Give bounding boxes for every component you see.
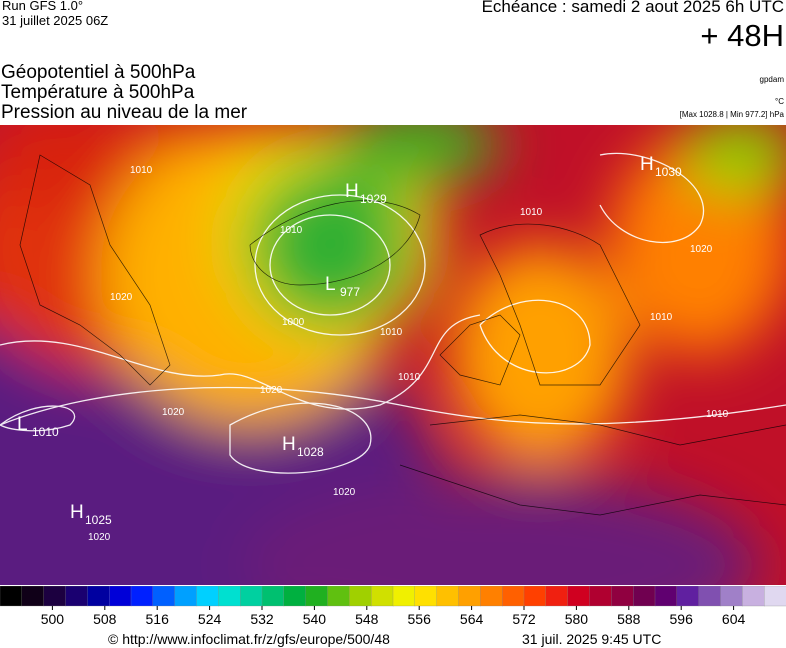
isobar-label: 1020 [260,385,283,396]
isobar-label: 1020 [110,292,133,303]
colorbar-cell [43,586,67,607]
colorbar-cell [283,586,307,607]
colorbar-cell [371,586,394,607]
colorbar-cell [676,586,700,607]
run-date: 31 juillet 2025 06Z [2,13,109,28]
colorbar-cell [567,586,591,607]
colorbar-label: 596 [670,611,694,626]
center-value: 1028 [297,445,324,459]
isobar-label: 1010 [130,165,153,176]
colorbar-cell [174,586,198,607]
isobar-label: 1020 [88,532,111,543]
colorbar-cell [327,586,350,607]
isobar-label: 1000 [282,317,305,328]
colorbar-cell [654,586,678,607]
isobar-label: 1020 [333,487,356,498]
center-value: 977 [340,285,360,299]
colorbar-cell [305,586,329,607]
colorbar-label: 540 [303,611,327,626]
colorbar-cell [764,586,786,607]
colorbar-cell [218,586,241,607]
colorbar-cell [633,586,656,607]
run-label: Run GFS 1.0° [2,0,84,13]
colorbar-cell [545,586,569,607]
colorbar-cell [436,586,460,607]
isobar-label: 1010 [520,207,543,218]
colorbar-cell [458,586,481,607]
colorbar-cell [65,586,88,607]
colorbar-cell [0,586,23,607]
colorbar-label: 500 [41,611,65,626]
isobar-label: 1010 [706,409,729,420]
colorbar-cell [523,586,547,607]
center-letter: H [282,434,296,455]
colorbar-label: 524 [198,611,222,626]
field-title: Géopotentiel à 500hPa [1,62,196,83]
isobar-label: 1010 [280,225,303,236]
source-link[interactable]: © http://www.infoclimat.fr/z/gfs/europe/… [108,631,390,647]
lead-time: + 48H [700,18,784,53]
unit-label: °C [775,97,784,106]
colorbar-cell [480,586,503,607]
colorbar-label: 508 [93,611,117,626]
colorbar-cell [261,586,285,607]
colorbar-label: 548 [355,611,379,626]
colorbar-cell [502,586,525,607]
center-value: 1030 [655,165,682,179]
center-letter: H [640,154,654,175]
center-value: 1010 [32,425,59,439]
colorbar-cell [130,586,154,607]
field-title: Pression au niveau de la mer [1,102,248,123]
colorbar-cell [109,586,132,607]
isobar-label: 1010 [380,327,403,338]
colorbar-cell [392,586,416,607]
colorbar: 500 508 516 524 532 540 548 556 564 572 580 588 596 6… [0,586,786,626]
isobar-label: 1020 [162,407,185,418]
center-value: 1029 [360,192,387,206]
center-letter: L [325,274,336,295]
colorbar-label: 516 [146,611,170,626]
center-letter: H [70,502,84,523]
colorbar-cell [720,586,743,607]
colorbar-label: 532 [250,611,274,626]
center-letter: L [17,414,28,435]
colorbar-label: 556 [408,611,432,626]
field-title: Température à 500hPa [1,82,195,103]
isobar-label: 1010 [398,372,421,383]
colorbar-cell [414,586,438,607]
colorbar-cell [196,586,219,607]
center-value: 1025 [85,513,112,527]
colorbar-cell [240,586,263,607]
colorbar-label: 580 [565,611,589,626]
center-letter: H [345,181,359,202]
colorbar-cell [21,586,45,607]
colorbar-cell [589,586,612,607]
unit-label: [Max 1028.8 | Min 977.2] hPa [679,110,784,119]
colorbar-cell [87,586,110,607]
valid-time: Echéance : samedi 2 aout 2025 6h UTC [481,0,784,16]
colorbar-label: 564 [460,611,484,626]
colorbar-cell [611,586,634,607]
colorbar-cell [349,586,372,607]
colorbar-cell [742,586,765,607]
colorbar-cell [698,586,722,607]
colorbar-cell [152,586,176,607]
colorbar-label: 572 [512,611,536,626]
isobar-label: 1020 [690,244,713,255]
issue-date: 31 juil. 2025 9:45 UTC [522,631,662,647]
colorbar-label: 604 [722,611,746,626]
unit-label: gpdam [759,75,784,84]
isobar-label: 1010 [650,312,673,323]
colorbar-label: 588 [617,611,641,626]
